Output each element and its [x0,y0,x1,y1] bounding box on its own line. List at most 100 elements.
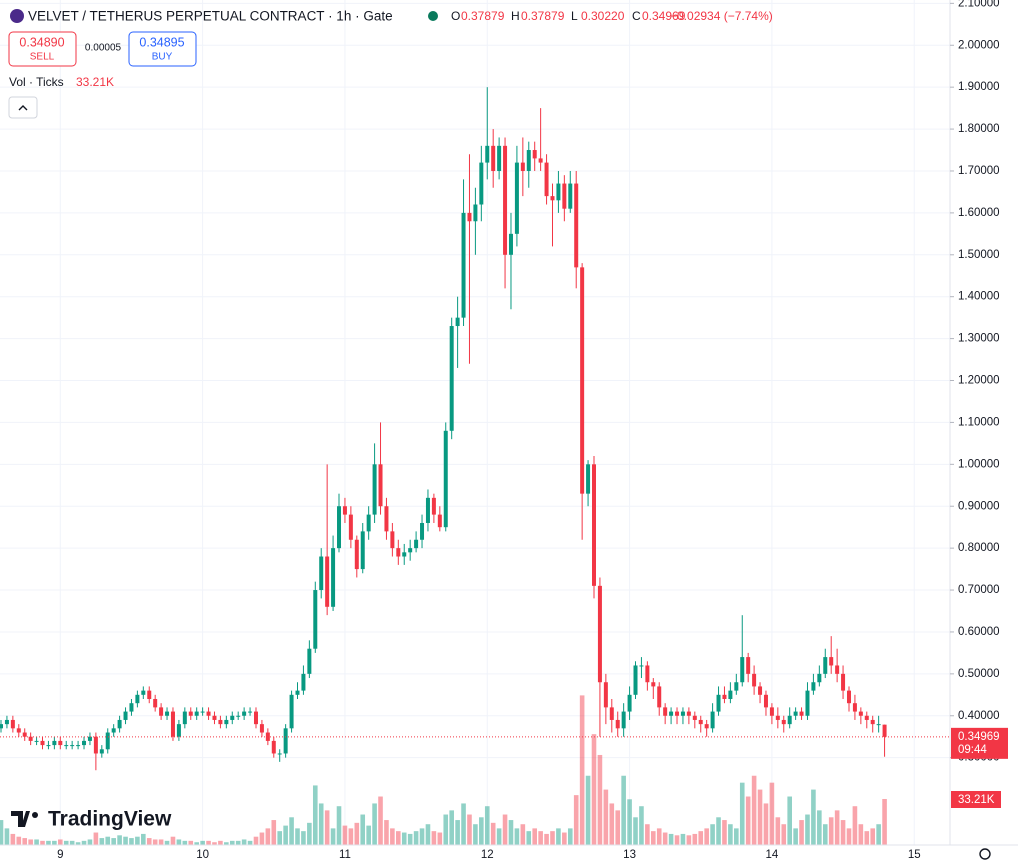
volume-bar [562,832,567,845]
last-price-box [951,727,1008,759]
volume-bar [579,695,585,845]
candle-body [141,690,146,695]
volume-bar [722,820,727,845]
candle-body [734,682,739,691]
candle-body [46,745,51,747]
volume-bar [259,832,265,845]
candle-body [686,711,691,716]
sell-price[interactable]: 0.34890 [19,35,64,49]
candle-body [93,736,98,754]
settings-icon[interactable] [979,848,991,860]
volume-bar [34,839,39,845]
candle-body [497,145,502,171]
sell-label[interactable]: SELL [30,52,55,63]
volume-bar [627,799,632,845]
candle-body [787,715,792,725]
candle-body [165,711,170,716]
volume-bar [99,838,105,845]
buy-price[interactable]: 0.34895 [139,35,184,49]
candle-body [271,740,276,754]
sell-box[interactable] [8,31,77,67]
candle-body [34,740,39,742]
candle-body [491,145,496,171]
candle-body [769,707,774,716]
buy-button[interactable]: 0.34895 BUY [128,31,197,67]
candle-body [378,464,383,507]
candle-body [775,715,780,720]
volume-bar [597,754,603,845]
y-tick-label: 1.00000 [958,458,1000,470]
volume-bar [876,824,881,845]
candle-body [194,711,199,716]
volume-bar [882,798,887,845]
volume-bar [229,840,235,845]
candle-body [829,657,834,666]
volume-bar [170,836,176,845]
candle-body [882,724,887,737]
volume-bar [538,831,543,845]
candle-body [835,665,840,674]
candle-body [307,648,312,674]
candle-body [627,694,632,712]
buy-label[interactable]: BUY [152,52,173,63]
candle-body [467,212,472,222]
sell-button[interactable]: 0.34890 SELL [8,31,77,67]
volume-bar [200,840,205,845]
candle-body [82,740,87,746]
candle-body [544,162,549,197]
candle-body [586,464,591,494]
volume-bar [129,838,134,845]
candle-body [621,711,626,729]
volume-last-label: 33.21K [958,794,995,806]
candle-body [781,719,786,725]
candle-body [852,703,857,712]
volume-bar [556,828,561,845]
candle-body [514,162,519,234]
candle-body [675,711,680,716]
candle-body [390,531,395,549]
collapse-button[interactable] [8,96,38,119]
candle-body [117,719,122,729]
volume-bar [307,822,312,845]
volume-bar [674,835,680,845]
candle-body [408,548,413,553]
volume-bar [656,828,662,845]
volume-bar [828,817,834,845]
candle-body [758,686,763,695]
volume-bar [206,840,211,845]
candle-body [870,719,875,725]
change: −0.02934 (−7.74%) [670,9,773,23]
collapse-icon[interactable] [18,105,28,111]
volume-bar [413,831,419,845]
volume-bar [378,796,383,845]
candle-body [449,326,454,431]
volume-bar [573,795,579,845]
y-tick-label: 1.80000 [958,123,1000,135]
collapse-box[interactable] [8,96,38,119]
y-tick-label: 1.90000 [958,81,1000,93]
candle-body [443,430,448,528]
volume-bar [247,840,253,845]
candle-body [876,724,881,726]
candle-body [716,694,721,712]
candle-body [722,694,727,699]
volume-bar [22,838,28,845]
candle-body [123,711,128,720]
buy-box[interactable] [128,31,197,67]
candle-body [236,715,241,717]
settings-button[interactable] [979,848,991,860]
volume-bar [817,810,822,845]
volume-bar [662,832,668,845]
volume-bar [781,824,787,845]
candle-body [592,464,596,586]
volume-bar [858,824,864,845]
volume-bar [111,838,116,845]
volume-bar [277,831,283,845]
volume-bar [502,814,508,845]
volume-bar [615,810,621,845]
candle-body [752,673,757,687]
candle-body [568,183,573,209]
candle-body [704,724,709,729]
